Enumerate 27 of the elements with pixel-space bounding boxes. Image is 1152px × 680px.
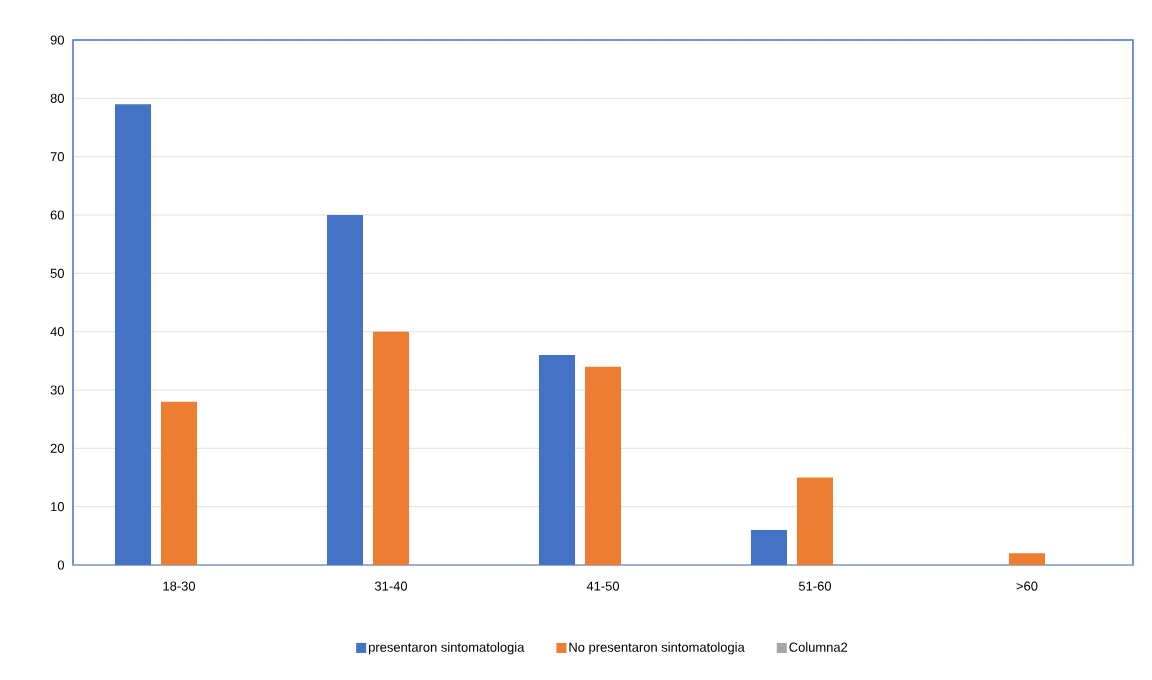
y-tick-label: 20: [50, 443, 64, 453]
bar: [538, 354, 576, 565]
legend-label: No presentaron sintomatologia: [569, 642, 745, 655]
y-tick-label: 50: [50, 268, 64, 278]
x-tick-label: 51-60: [798, 581, 832, 591]
x-tick-label: 31-40: [374, 581, 408, 591]
bar: [584, 366, 621, 565]
legend-label: presentaron sintomatologia: [369, 642, 525, 655]
bar: [372, 331, 410, 565]
bar: [160, 401, 198, 565]
bar: [796, 477, 833, 565]
x-tick-label: >60: [1016, 581, 1038, 591]
y-tick-label: 10: [51, 502, 64, 512]
y-tick-label: 90: [50, 35, 64, 45]
bar: [750, 529, 787, 565]
bar: [326, 214, 364, 565]
x-tick-label: 18-30: [163, 581, 196, 591]
y-tick-label: 0: [57, 560, 64, 570]
y-tick-label: 60: [50, 210, 64, 220]
y-tick-label: 30: [50, 385, 64, 395]
y-tick-label: 80: [50, 93, 64, 103]
y-tick-label: 70: [50, 152, 64, 162]
y-tick-label: 40: [50, 327, 64, 337]
bar: [1008, 553, 1045, 565]
legend-label: Columna2: [789, 642, 848, 652]
bar: [114, 104, 152, 565]
x-tick-label: 41-50: [586, 581, 620, 591]
